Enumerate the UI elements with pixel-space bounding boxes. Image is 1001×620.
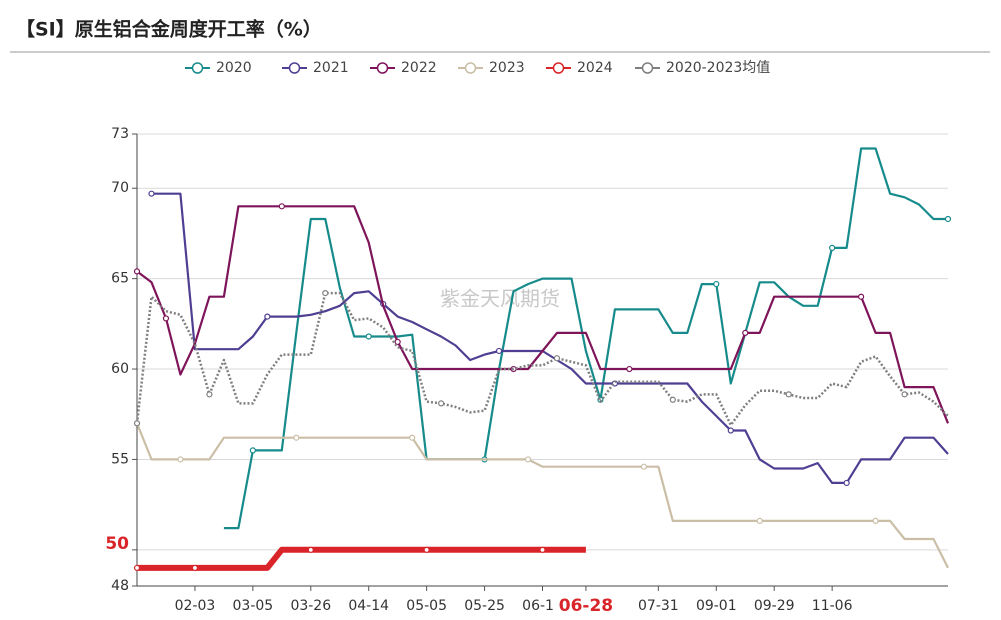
legend-label: 2023 xyxy=(489,60,525,76)
x-tick-label: 04-14 xyxy=(348,598,389,614)
x-tick-label: 06-14 xyxy=(522,598,563,614)
point-marker xyxy=(133,268,141,275)
x-tick-label: 05-25 xyxy=(464,598,505,614)
point-marker xyxy=(640,463,647,470)
point-marker xyxy=(206,391,213,398)
point-marker xyxy=(191,564,199,572)
chart-title: 【SI】原生铝合金周度开工率（%） xyxy=(16,18,322,41)
x-tick-label: 09-29 xyxy=(754,598,795,614)
series-line xyxy=(135,291,949,427)
legend-item: 2020 xyxy=(185,60,252,76)
x-tick-label: 09-01 xyxy=(696,598,737,614)
legend-swatch-marker xyxy=(464,62,477,74)
legend-label: 2022 xyxy=(401,60,437,76)
series-line xyxy=(151,192,949,484)
x-tick-label: 02-03 xyxy=(175,598,216,614)
legend-swatch-marker xyxy=(552,62,565,74)
x-tick-label: 03-26 xyxy=(290,598,331,614)
point-marker xyxy=(626,365,633,373)
legend-item: 2023 xyxy=(458,60,525,76)
legend-label: 2021 xyxy=(313,60,349,76)
point-marker xyxy=(858,293,865,300)
x-tick-label: 06-28 xyxy=(559,596,613,616)
point-marker xyxy=(785,391,792,398)
point-marker xyxy=(177,456,184,463)
series-line xyxy=(135,422,949,569)
point-marker xyxy=(843,479,850,487)
point-marker xyxy=(307,546,314,553)
y-tick-label: 48 xyxy=(111,578,129,594)
legend-swatch-marker xyxy=(288,62,301,74)
legend-item: 2022 xyxy=(370,60,437,76)
point-marker xyxy=(713,280,720,288)
point-marker xyxy=(365,333,372,340)
x-tick-label: 11-06 xyxy=(812,598,853,614)
point-marker xyxy=(322,290,329,297)
point-marker xyxy=(293,434,300,441)
point-marker xyxy=(133,564,141,572)
point-marker xyxy=(409,434,416,441)
point-marker xyxy=(148,190,155,197)
legend-item: 2024 xyxy=(546,60,613,76)
legend-label: 2024 xyxy=(577,60,613,76)
point-marker xyxy=(278,203,285,210)
watermark: 紫金天风期货 xyxy=(440,287,560,311)
y-tick-label: 55 xyxy=(111,451,129,467)
point-marker xyxy=(264,313,271,320)
x-tick-label: 05-05 xyxy=(406,598,447,614)
legend-swatch-marker xyxy=(376,62,389,74)
point-marker xyxy=(394,338,401,346)
x-label-bg xyxy=(553,592,618,618)
legend-swatch-marker xyxy=(191,62,204,74)
point-marker xyxy=(423,546,430,553)
point-marker xyxy=(742,329,749,336)
y-tick-label: 65 xyxy=(111,271,129,287)
y-tick-label: 60 xyxy=(111,361,129,377)
series-line xyxy=(137,546,586,571)
point-marker xyxy=(133,420,141,427)
legend-swatch-marker xyxy=(641,62,654,74)
point-marker xyxy=(829,244,836,252)
point-marker xyxy=(901,391,908,398)
point-marker xyxy=(162,315,170,322)
point-marker xyxy=(756,517,763,525)
series-line xyxy=(136,205,950,424)
point-marker xyxy=(727,427,734,434)
point-marker xyxy=(872,517,879,525)
x-tick-label: 07-31 xyxy=(638,598,679,614)
legend-item: 2021 xyxy=(282,60,349,76)
x-tick-label: 03-05 xyxy=(233,598,274,614)
legend-label: 2020-2023均值 xyxy=(666,60,770,76)
y-tick-label: 70 xyxy=(111,180,129,196)
point-marker xyxy=(495,347,503,355)
y-tick-label: 73 xyxy=(111,126,129,142)
point-marker xyxy=(539,546,546,553)
point-marker xyxy=(438,400,445,407)
point-marker xyxy=(553,355,561,362)
legend-label: 2020 xyxy=(216,60,252,76)
legend-item: 2020-2023均值 xyxy=(635,60,770,76)
point-marker xyxy=(944,215,952,223)
point-marker xyxy=(249,447,256,454)
point-marker xyxy=(669,396,676,403)
point-marker xyxy=(524,456,532,463)
y-tick-label: 50 xyxy=(105,534,129,554)
